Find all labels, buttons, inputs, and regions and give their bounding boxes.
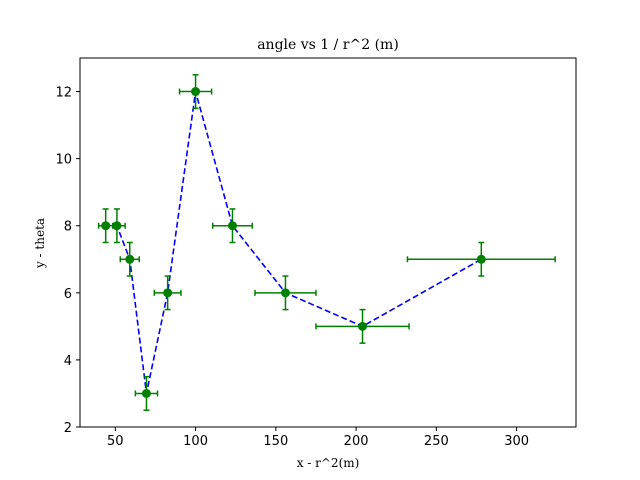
- data-point-group: [178, 74, 213, 110]
- data-point-group: [406, 241, 556, 277]
- y-tick-label: 6: [64, 287, 72, 302]
- y-tick-label: 12: [55, 86, 72, 101]
- data-point: [227, 221, 237, 231]
- data-point-group: [153, 275, 182, 311]
- x-axis: 50 100 150 200 250 300: [107, 427, 529, 449]
- plot-frame: [79, 57, 577, 428]
- x-axis-label: x - r^2(m): [297, 456, 360, 470]
- x-tick-label: 200: [344, 434, 369, 449]
- y-tick-label: 8: [64, 220, 72, 235]
- x-tick-label: 150: [263, 434, 288, 449]
- data-point: [191, 87, 201, 97]
- x-tick-label: 50: [107, 434, 124, 449]
- data-point-group: [134, 375, 159, 411]
- data-point-group: [254, 275, 317, 311]
- y-axis-label: y - theta: [33, 218, 47, 269]
- data-point: [101, 221, 111, 231]
- x-tick-label: 250: [424, 434, 449, 449]
- x-tick-label: 300: [504, 434, 529, 449]
- x-tick-label: 100: [183, 434, 208, 449]
- data-point: [280, 288, 290, 298]
- data-point: [112, 221, 122, 231]
- data-point-group: [107, 208, 126, 244]
- data-point: [358, 321, 368, 331]
- data-point-group: [315, 308, 410, 344]
- plot-area: [97, 74, 556, 411]
- series-line: [105, 91, 482, 394]
- data-point-group: [211, 208, 253, 244]
- y-tick-label: 2: [64, 421, 72, 436]
- data-point: [163, 288, 173, 298]
- y-tick-label: 4: [64, 354, 72, 369]
- data-point: [141, 388, 151, 398]
- chart-title: angle vs 1 / r^2 (m): [257, 37, 399, 53]
- y-axis: 2 4 6 8 10 12: [55, 86, 80, 436]
- y-tick-label: 10: [55, 153, 72, 168]
- data-point: [476, 254, 486, 264]
- data-point-group: [119, 241, 140, 277]
- data-point: [125, 254, 135, 264]
